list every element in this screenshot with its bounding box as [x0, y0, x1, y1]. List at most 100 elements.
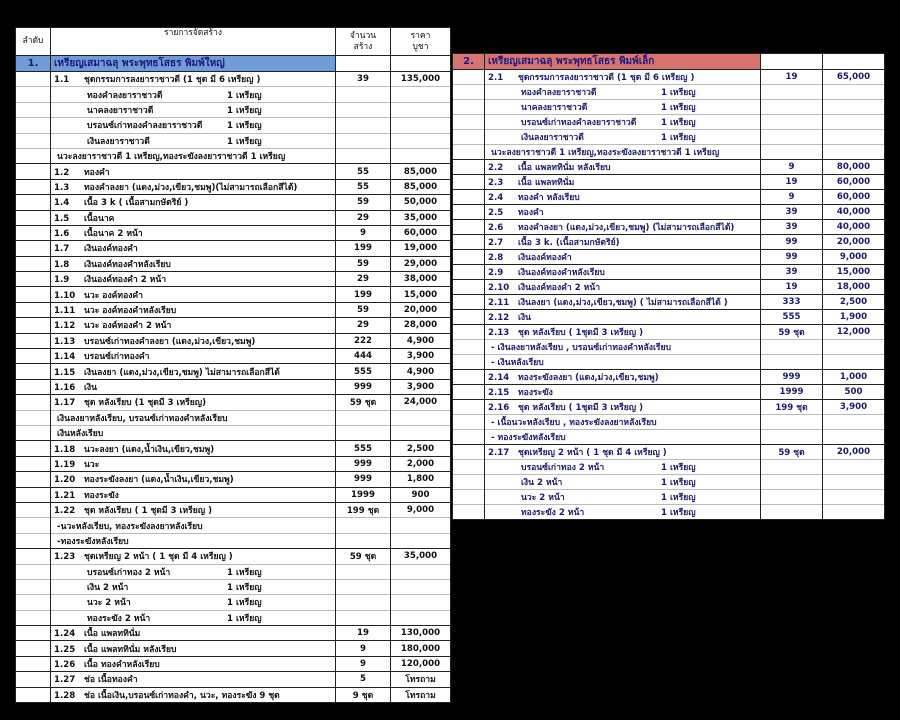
- qty-cell: [335, 578, 391, 595]
- order-cell: [452, 249, 485, 265]
- item-cell: 1.20 ทองระฆังลงยา (แดง,น้ำเงิน,เขียว,ชมพู…: [50, 471, 336, 488]
- component-cell: นาคลงยาราชาวดี 1 เหรียญ: [484, 99, 761, 115]
- item-number: 1.4: [54, 198, 70, 209]
- item-price: 9,000: [390, 501, 451, 518]
- item-qty: 333: [760, 294, 823, 310]
- component-row: บรอนซ์เก่าทองคำลงยาราชาวดี 1 เหรียญ: [452, 114, 885, 130]
- item-name: ทองระฆังลงยา (แดง,ม่วง,เขียว,ชมพู): [518, 373, 659, 383]
- component-cell: นาคลงยาราชาวดี 1 เหรียญ: [50, 101, 336, 118]
- item-price: 20,000: [822, 444, 885, 460]
- table-row: 2.8 เงินองค์ทองคำ 99 9,000: [452, 249, 885, 265]
- order-cell: [15, 640, 51, 657]
- qty-cell: [760, 429, 823, 445]
- order-cell: [452, 204, 485, 220]
- item-price: 3,900: [390, 348, 451, 364]
- table-row: 1.9 เงินองค์ทองคำ 2 หน้า 29 38,000: [15, 271, 451, 287]
- qty-cell: [335, 132, 391, 149]
- qty-cell: [760, 489, 823, 505]
- item-name: บรอนซ์เก่าทองคำ: [84, 352, 150, 363]
- price-cell: [822, 504, 885, 520]
- item-price: 9,000: [822, 249, 885, 265]
- item-price: 20,000: [822, 234, 885, 250]
- item-note: -นวะหลังเรียบ, ทองระฆังลงยาหลังเรียบ: [50, 517, 336, 534]
- item-name: เนื้อ แพลททินั่ม: [518, 178, 575, 188]
- item-price: 1,800: [390, 471, 451, 488]
- item-qty: 55: [335, 163, 391, 180]
- component-cell: เงิน 2 หน้า 1 เหรียญ: [484, 474, 761, 490]
- order-cell: [452, 159, 485, 175]
- item-cell: 1.28 ช่อ เนื้อเงิน,บรอนซ์เก่าทองคำ, นวะ, …: [50, 686, 336, 704]
- price-cell: [822, 84, 885, 100]
- table-row: 1.4 เนื้อ 3 k ( เนื้อสามกษัตริย์ ) 59 50,00…: [15, 194, 451, 211]
- item-qty: 199: [335, 240, 391, 257]
- qty-cell: [335, 101, 391, 118]
- item-number: 2.3: [488, 178, 504, 188]
- qty-cell: [335, 563, 391, 580]
- item-price: 180,000: [390, 640, 451, 657]
- price-cell: [390, 147, 451, 164]
- table-row: 2.16 ชุด หลังเรียบ ( 1ชุดมี 3 เหรียญ ) 199…: [452, 399, 885, 415]
- item-name: ทองคำ: [518, 208, 544, 218]
- component-name: เงิน 2 หน้า: [521, 478, 563, 488]
- table-row: 2.9 เงินองค์ทองคำหลังเรียบ 39 15,000: [452, 264, 885, 280]
- component-cell: ทองระฆัง 2 หน้า 1 เหรียญ: [50, 609, 336, 626]
- order-cell: [15, 548, 51, 564]
- item-number: 2.5: [488, 208, 504, 218]
- item-name: นวะ องค์ทองคำหลังเรียบ: [84, 306, 177, 317]
- section-number: 2.: [452, 53, 485, 70]
- component-name: เงินลงยาราชาวดี: [87, 136, 150, 147]
- item-qty: 59: [335, 301, 391, 318]
- component-count: 1 เหรียญ: [227, 598, 262, 609]
- qty-cell: [760, 339, 823, 355]
- order-cell: [452, 414, 485, 430]
- item-number: 1.21: [54, 490, 76, 501]
- section-title: เหรียญเสมาฉลุ พระพุทธโสธร พิมพ์เล็ก: [484, 53, 761, 70]
- table-row: 1.24 เนื้อ แพลททินั่ม 19 130,000: [15, 625, 451, 641]
- item-name: เงิน: [518, 313, 532, 323]
- component-count: 1 เหรียญ: [227, 583, 262, 594]
- order-cell: [15, 348, 51, 364]
- order-cell: [452, 309, 485, 325]
- table-row: 1.21 ทองระฆัง 1999 900: [15, 486, 451, 503]
- table-row: 2.15 ทองระฆัง 1999 500: [452, 384, 885, 400]
- item-name: ทองระฆัง: [84, 490, 119, 501]
- item-number: 1.22: [54, 506, 76, 517]
- qty-cell: [335, 594, 391, 611]
- item-price: โทรถาม: [390, 686, 451, 704]
- item-number: 1.28: [54, 690, 76, 701]
- order-cell: [452, 189, 485, 205]
- order-cell: [452, 324, 485, 340]
- item-number: 1.3: [54, 182, 70, 193]
- item-number: 2.15: [488, 388, 510, 398]
- item-name: เงินองค์ทองคำหลังเรียบ: [84, 259, 171, 270]
- item-cell: 2.2 เนื้อ แพลททินั่ม หลังเรียบ: [484, 159, 761, 175]
- item-cell: 2.1 ชุดกรรมการลงยาราชาวดี (1 ชุด มี 6 เหร…: [484, 69, 761, 85]
- qty-cell: [760, 144, 823, 160]
- section-qty-cell: [335, 55, 391, 72]
- item-name: ชุดเหรียญ 2 หน้า ( 1 ชุด มี 4 เหรียญ ): [518, 448, 667, 458]
- section-title: เหรียญเสมาฉลุ พระพุทธโสธร พิมพ์ใหญ่: [50, 55, 336, 72]
- table-row: 1.3 ทองคำลงยา (แดง,ม่วง,เขียว,ชมพู)(ไม่สา…: [15, 178, 451, 195]
- note-row: นวะลงยาราชาวดี 1 เหรียญ,ทองระฆังลงยาราชา…: [15, 147, 451, 164]
- item-name: ช่อ เนื้อเงิน,บรอนซ์เก่าทองคำ, นวะ, ทองร…: [84, 690, 280, 701]
- item-cell: 2.9 เงินองค์ทองคำหลังเรียบ: [484, 264, 761, 280]
- order-cell: [452, 459, 485, 475]
- table-row: 1.6 เนื้อนาค 2 หน้า 9 60,000: [15, 224, 451, 241]
- table-row: 2.6 ทองคำลงยา (แดง,ม่วง,เขียว,ชมพู) (ไม่ส…: [452, 219, 885, 235]
- item-name: ชุดกรรมการลงยาราชาวดี (1 ชุด มี 6 เหรียญ…: [84, 75, 261, 86]
- item-price: 40,000: [822, 219, 885, 235]
- item-number: 1.10: [54, 290, 76, 301]
- item-qty: 29: [335, 209, 391, 226]
- table-row: 2.2 เนื้อ แพลททินั่ม หลังเรียบ 9 80,000: [452, 159, 885, 175]
- component-row: ทองระฆัง 2 หน้า 1 เหรียญ: [15, 609, 451, 626]
- item-cell: 1.14 บรอนซ์เก่าทองคำ: [50, 348, 336, 364]
- order-cell: [452, 99, 485, 115]
- table-row: 1.11 นวะ องค์ทองคำหลังเรียบ 59 20,000: [15, 301, 451, 318]
- order-cell: [452, 354, 485, 370]
- item-name: เนื้อ ทองคำหลังเรียบ: [84, 660, 160, 671]
- table-row: 2.3 เนื้อ แพลททินั่ม 19 60,000: [452, 174, 885, 190]
- item-name: ชุดกรรมการลงยาราชาวดี (1 ชุด มี 6 เหรียญ…: [518, 73, 695, 83]
- item-qty: 55: [335, 178, 391, 195]
- item-cell: 2.16 ชุด หลังเรียบ ( 1ชุดมี 3 เหรียญ ): [484, 399, 761, 415]
- item-qty: 9: [335, 224, 391, 241]
